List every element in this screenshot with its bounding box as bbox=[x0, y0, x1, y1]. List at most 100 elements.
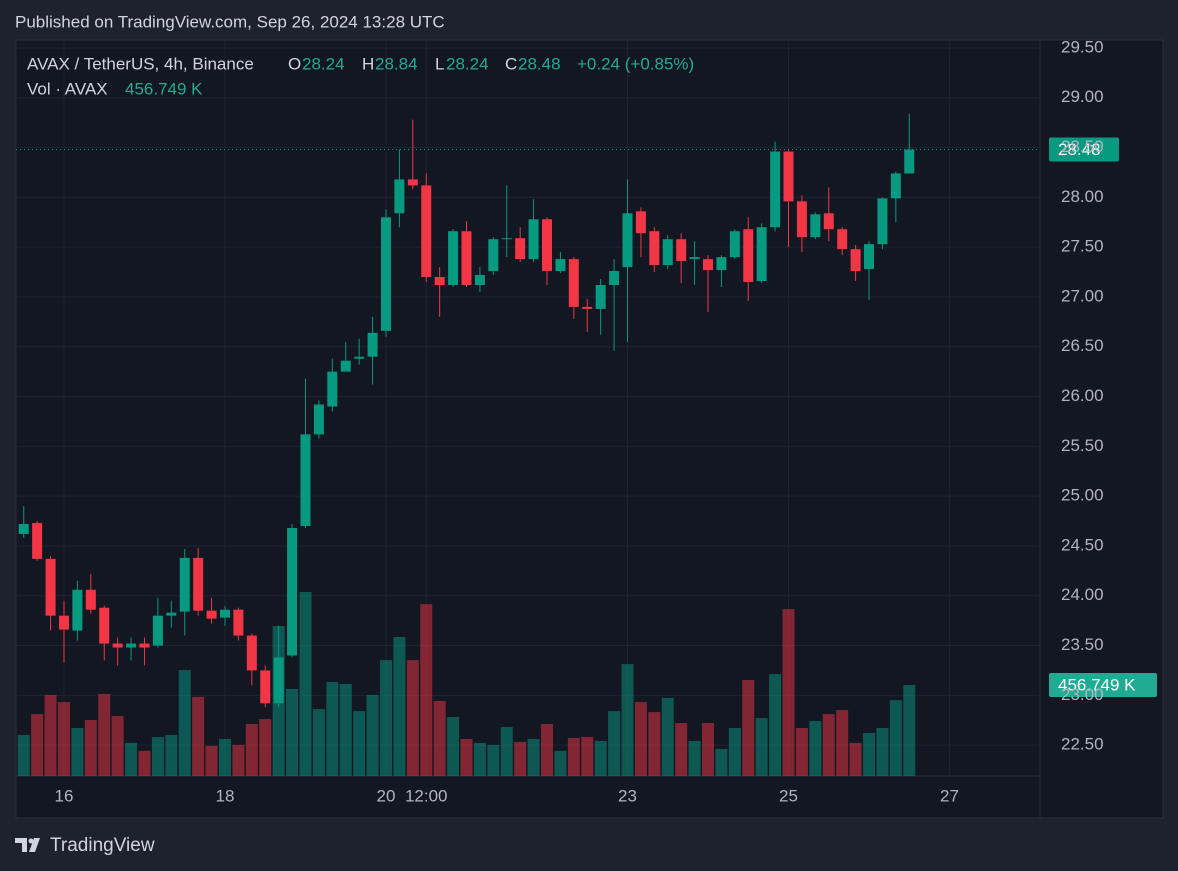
volume-bar bbox=[245, 724, 258, 776]
candle-body bbox=[676, 239, 687, 262]
volume-bar bbox=[809, 721, 822, 776]
candle-body bbox=[649, 231, 660, 266]
candle-body bbox=[904, 149, 915, 174]
volume-bar bbox=[473, 742, 486, 776]
volume-bar bbox=[259, 719, 272, 776]
candle-body bbox=[528, 219, 539, 260]
candle-body bbox=[756, 227, 767, 282]
x-tick-label: 27 bbox=[940, 786, 959, 805]
candle-body bbox=[689, 257, 700, 260]
volume-bar bbox=[57, 702, 70, 776]
volume-bar bbox=[366, 694, 379, 776]
volume-bar bbox=[755, 718, 768, 776]
candle-body bbox=[407, 179, 418, 186]
volume-bar bbox=[218, 738, 231, 776]
volume-bar bbox=[769, 674, 782, 776]
candle-body bbox=[729, 231, 740, 258]
volume-bar bbox=[487, 744, 500, 776]
ohlc-value: 28.48 bbox=[518, 54, 561, 73]
ohlc-letter: C bbox=[505, 54, 517, 73]
candle-body bbox=[32, 523, 43, 559]
volume-bar bbox=[594, 740, 607, 776]
volume-bar bbox=[393, 637, 406, 776]
y-tick-label: 23.50 bbox=[1061, 635, 1104, 654]
candle-body bbox=[126, 643, 137, 648]
y-tick-label: 29.00 bbox=[1061, 87, 1104, 106]
candle-body bbox=[219, 609, 230, 618]
y-tick-label: 24.50 bbox=[1061, 535, 1104, 554]
candle-layer bbox=[18, 113, 915, 708]
volume-bar bbox=[554, 750, 567, 776]
candle-body bbox=[260, 670, 271, 704]
volume-bar bbox=[903, 685, 916, 776]
volume-bar bbox=[634, 702, 647, 776]
volume-bar bbox=[581, 736, 594, 776]
volume-bar bbox=[500, 727, 513, 776]
candle-body bbox=[206, 610, 217, 619]
volume-bar bbox=[876, 728, 889, 776]
y-tick-label: 26.50 bbox=[1061, 336, 1104, 355]
candle-body bbox=[541, 219, 552, 272]
candle-body bbox=[85, 589, 96, 610]
candle-body bbox=[823, 213, 834, 230]
y-tick-label: 28.00 bbox=[1061, 187, 1104, 206]
volume-bar bbox=[178, 670, 191, 776]
ohlc-value: 28.24 bbox=[446, 54, 489, 73]
candle-body bbox=[488, 239, 499, 272]
volume-bar bbox=[715, 748, 728, 776]
volume-bar bbox=[98, 693, 111, 776]
volume-bar bbox=[675, 723, 688, 776]
candle-body bbox=[340, 360, 351, 372]
candle-body bbox=[139, 643, 150, 648]
y-tick-label: 24.00 bbox=[1061, 585, 1104, 604]
candle-body bbox=[45, 558, 56, 616]
candle-body bbox=[716, 257, 727, 271]
volume-bar bbox=[406, 660, 419, 776]
volume-bar bbox=[312, 709, 325, 776]
candle-body bbox=[179, 557, 190, 612]
volume-bar bbox=[608, 711, 621, 776]
volume-bar bbox=[836, 710, 849, 776]
volume-bar bbox=[84, 720, 97, 776]
volume-bar bbox=[31, 714, 44, 776]
x-tick-label: 20 bbox=[377, 786, 396, 805]
candle-body bbox=[152, 615, 163, 646]
volume-bar bbox=[648, 712, 661, 776]
candle-body bbox=[890, 173, 901, 199]
volume-bar bbox=[514, 741, 527, 776]
candle-body bbox=[783, 151, 794, 202]
candle-body bbox=[555, 259, 566, 272]
candle-body bbox=[837, 229, 848, 250]
volume-bar bbox=[232, 744, 245, 776]
candle-body bbox=[796, 201, 807, 238]
volume-legend-value: 456.749 K bbox=[125, 79, 203, 98]
volume-bar bbox=[782, 609, 795, 776]
x-tick-label: 16 bbox=[55, 786, 74, 805]
candle-body bbox=[394, 179, 405, 214]
candle-body bbox=[770, 151, 781, 228]
candle-body bbox=[434, 277, 445, 286]
y-tick-label: 26.00 bbox=[1061, 386, 1104, 405]
volume-bar bbox=[702, 723, 715, 776]
candle-body bbox=[273, 657, 284, 704]
volume-bar bbox=[125, 742, 138, 776]
candle-body bbox=[474, 275, 485, 286]
volume-bar bbox=[460, 738, 473, 776]
volume-bar bbox=[889, 700, 902, 776]
volume-bar bbox=[742, 680, 755, 776]
volume-bar bbox=[527, 738, 540, 776]
y-tick-label: 28.50 bbox=[1061, 137, 1104, 156]
volume-bar bbox=[299, 592, 312, 776]
volume-layer bbox=[17, 592, 916, 776]
volume-bar bbox=[567, 737, 580, 776]
logo-icon bbox=[15, 838, 40, 852]
candle-body bbox=[354, 356, 365, 359]
candle-body bbox=[112, 643, 123, 648]
change-value: +0.24 (+0.85%) bbox=[577, 54, 694, 73]
y-tick-label: 25.50 bbox=[1061, 436, 1104, 455]
volume-bar bbox=[353, 711, 366, 776]
overlay-layer: 28.48 456.749 K bbox=[16, 137, 1157, 698]
candle-body bbox=[367, 332, 378, 357]
y-tick-label: 23.00 bbox=[1061, 685, 1104, 704]
